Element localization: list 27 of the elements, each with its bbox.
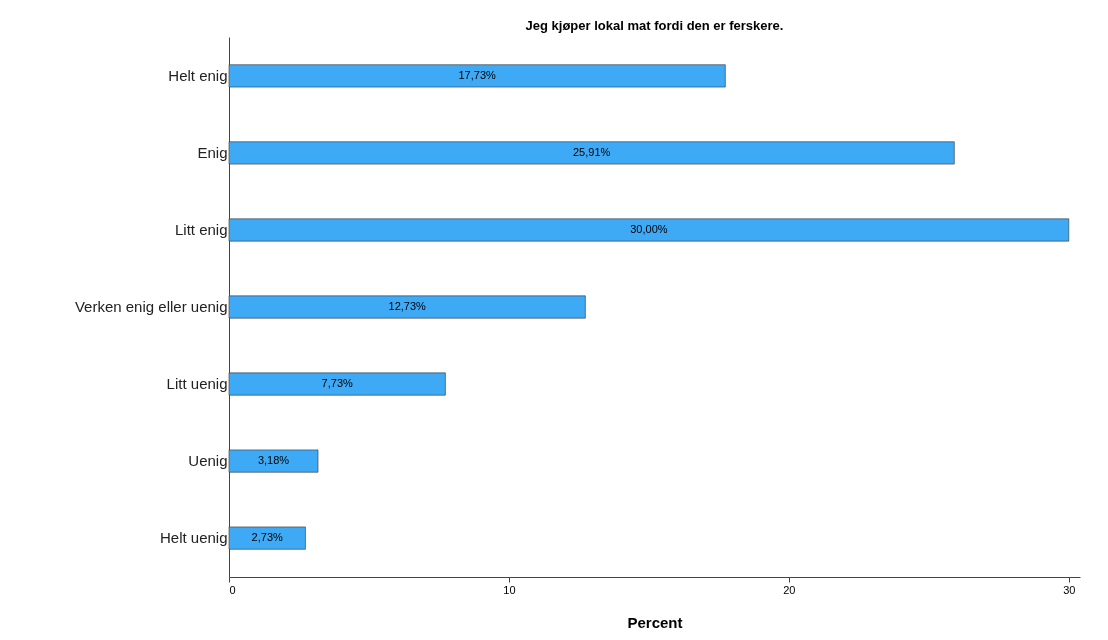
y-tick-label: Verken enig eller uenig bbox=[74, 298, 228, 315]
y-tick-label: Uenig bbox=[188, 452, 228, 470]
y-tick-label: Helt enig bbox=[168, 66, 228, 84]
data-label: 7,73% bbox=[321, 377, 353, 390]
x-axis-title: Percent bbox=[627, 613, 683, 631]
data-label: 17,73% bbox=[458, 68, 497, 81]
data-label: 3,18% bbox=[257, 454, 290, 467]
chart-title: Jeg kjøper lokal mat fordi den er ferskere. bbox=[525, 18, 784, 33]
x-tick-label: 30 bbox=[1063, 583, 1076, 596]
bar bbox=[228, 141, 955, 165]
x-tick-label: 10 bbox=[503, 583, 516, 596]
y-tick-label: Litt enig bbox=[174, 220, 228, 238]
data-label: 30,00% bbox=[630, 222, 668, 235]
x-tick-label: 20 bbox=[783, 583, 796, 596]
data-label: 12,73% bbox=[388, 300, 427, 312]
x-tick-label: 0 bbox=[229, 583, 236, 596]
bar bbox=[228, 372, 446, 396]
bar bbox=[228, 64, 726, 88]
y-tick-label: Helt uenig bbox=[159, 529, 228, 547]
bar bbox=[228, 295, 586, 319]
bar bbox=[228, 526, 306, 550]
data-label: 25,91% bbox=[573, 145, 611, 158]
y-tick-label: Litt uenig bbox=[166, 375, 228, 393]
y-tick-label: Enig bbox=[197, 143, 228, 161]
bar bbox=[228, 218, 1070, 242]
bar bbox=[228, 449, 319, 473]
data-label: 2,73% bbox=[251, 531, 284, 544]
